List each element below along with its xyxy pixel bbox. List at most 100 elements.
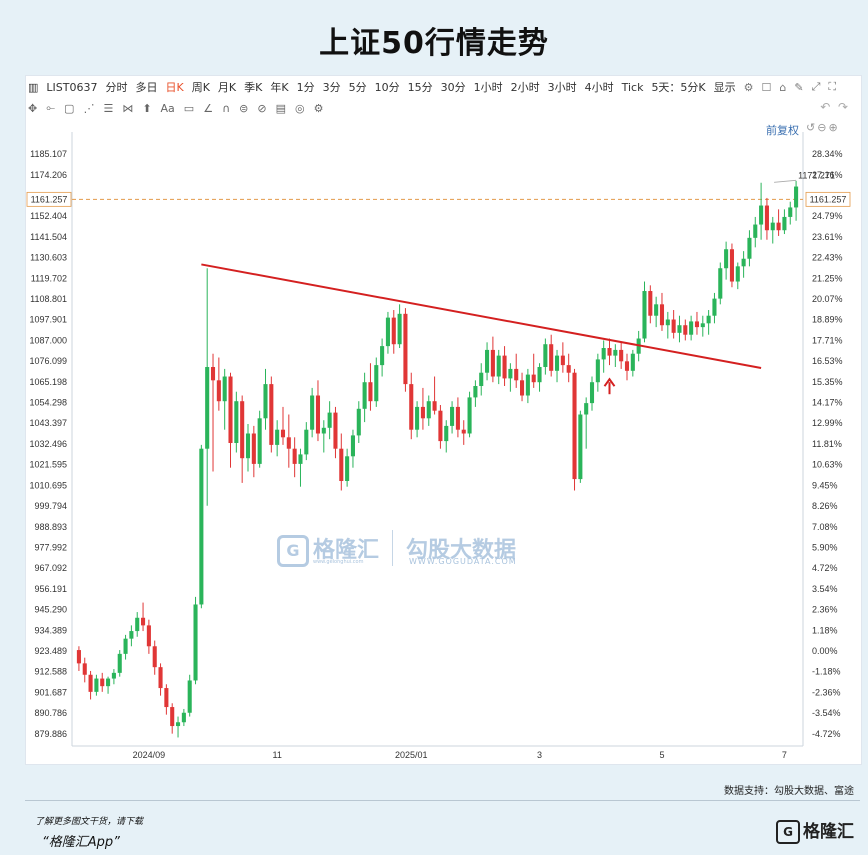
rect-icon[interactable]: ▢ (64, 101, 75, 115)
y-tick-label: 1152.404 (30, 211, 67, 221)
hide-icon[interactable]: ⊘ (257, 101, 267, 115)
period-3[interactable]: 周K (191, 81, 210, 94)
candle-body (654, 304, 659, 316)
candle-body (245, 433, 251, 459)
period-14[interactable]: 2小时 (510, 81, 540, 94)
fib-icon[interactable]: ☰ (103, 101, 114, 115)
candle-body (450, 406, 455, 426)
period-5[interactable]: 季K (244, 81, 263, 94)
pct-tick-label: 28.34% (812, 149, 843, 159)
candle-body (368, 382, 373, 402)
y-tick-label: 1119.702 (31, 273, 67, 283)
candle-body (409, 384, 414, 430)
period-4[interactable]: 月K (217, 81, 237, 94)
period-12[interactable]: 30分 (440, 81, 466, 94)
zoom-in-icon[interactable]: ⊕ (828, 121, 840, 134)
candle-body (578, 414, 583, 480)
text-tool[interactable]: Aa (160, 101, 175, 115)
candle-body (257, 418, 262, 464)
candle-body (216, 380, 221, 402)
crosshair-icon[interactable]: ✥ (28, 101, 38, 115)
pct-tick-label: 10.63% (812, 460, 843, 470)
panel-toggle-icon[interactable]: ▥ (28, 80, 39, 94)
pattern-icon[interactable]: ⋈ (122, 101, 134, 115)
period-7[interactable]: 1分 (296, 81, 315, 94)
logo-text: 格隆汇 (803, 822, 854, 842)
pct-tick-label: 22.43% (812, 253, 843, 263)
period-1[interactable]: 多日 (135, 81, 158, 94)
candle-body (181, 712, 186, 723)
pct-tick-label: 11.81% (812, 439, 842, 449)
pct-tick-label: 0.00% (812, 646, 838, 656)
candle-body (129, 631, 134, 639)
fullscreen-icon[interactable]: ⛶ (828, 80, 837, 93)
candle-body (193, 604, 198, 681)
settings-icon[interactable]: ⚙ (313, 101, 324, 115)
line-icon[interactable]: ⟜ (46, 101, 56, 114)
redo-icon[interactable]: ↷ (837, 100, 848, 114)
y-tick-label: 999.794 (34, 501, 67, 511)
candle-body (537, 367, 542, 383)
gear-icon[interactable]: ⚙ (743, 80, 754, 94)
period-17[interactable]: Tick (621, 80, 644, 94)
zoom-out-icon[interactable]: ⊖ (817, 121, 829, 134)
adjust-mode[interactable]: 前复权 (766, 124, 799, 137)
eye-icon[interactable]: ◎ (294, 101, 305, 115)
y-tick-label: 956.191 (34, 584, 67, 594)
candle-body (531, 374, 536, 383)
period-6[interactable]: 年K (270, 81, 289, 94)
brand-logo: G 格隆汇 (776, 817, 854, 844)
pct-tick-label: 17.71% (812, 335, 843, 345)
y-tick-label: 1054.298 (29, 398, 67, 408)
watermark-brand-text: 格隆汇 (313, 538, 380, 563)
camera-icon[interactable]: ⌂ (779, 80, 787, 94)
period-13[interactable]: 1小时 (473, 81, 503, 94)
magnet-icon[interactable]: ∩ (222, 101, 231, 115)
candle-body (135, 617, 140, 632)
layout-icon[interactable]: ☐ (761, 80, 772, 94)
pct-tick-label: 14.17% (812, 398, 843, 408)
y-tick-label: 967.092 (34, 563, 67, 573)
page-title: 上证50行情走势 (319, 26, 549, 61)
period-19[interactable]: 显示 (713, 81, 736, 94)
period-16[interactable]: 4小时 (584, 81, 614, 94)
symbol-code[interactable]: LIST0637 (46, 80, 98, 94)
period-9[interactable]: 5分 (348, 81, 367, 94)
period-0[interactable]: 分时 (105, 81, 128, 94)
period-18[interactable]: 5天：5分K (651, 81, 706, 94)
candle-body (280, 429, 286, 438)
y-tick-label: 1021.595 (29, 460, 67, 470)
reset-icon[interactable]: ↺ (806, 121, 818, 134)
period-toolbar: ▥ LIST0637 分时 多日 日K 周K 月K 季K 年K 1分 3分 5分 10分 15分 30分… (28, 78, 856, 96)
candle-body (420, 406, 425, 419)
note-icon[interactable]: ▭ (183, 101, 195, 115)
candle-body (630, 353, 635, 371)
period-2[interactable]: 日K (165, 81, 184, 94)
candle-body (619, 349, 624, 362)
candle-body (683, 325, 688, 335)
path-icon[interactable]: ⋰ (83, 101, 95, 115)
x-tick-label: 11 (272, 750, 281, 760)
lock-icon[interactable]: ⊜ (239, 101, 249, 115)
period-15[interactable]: 3小时 (547, 81, 577, 94)
current-price-box-right (805, 191, 851, 207)
ruler-icon[interactable]: ∠ (203, 101, 214, 115)
y-tick-label: 912.588 (34, 667, 67, 677)
period-11[interactable]: 15分 (407, 81, 433, 94)
candle-body (700, 323, 705, 328)
y-tick-label: 1174.206 (30, 170, 67, 180)
pencil-icon[interactable]: ✎ (794, 80, 804, 94)
expand-icon[interactable]: ⤢ (811, 80, 821, 93)
candle-body (741, 258, 746, 267)
y-tick-label: 977.992 (34, 542, 67, 552)
pct-tick-label: 12.99% (812, 418, 843, 428)
trash-icon[interactable]: ▤ (275, 101, 286, 115)
undo-icon[interactable]: ↶ (820, 100, 831, 114)
arrow-icon[interactable]: ⬆ (142, 101, 152, 115)
pct-tick-label: 7.08% (812, 522, 838, 532)
candle-body (251, 433, 256, 464)
period-10[interactable]: 10分 (374, 81, 400, 94)
period-8[interactable]: 3分 (322, 81, 341, 94)
candle-body (479, 372, 484, 387)
